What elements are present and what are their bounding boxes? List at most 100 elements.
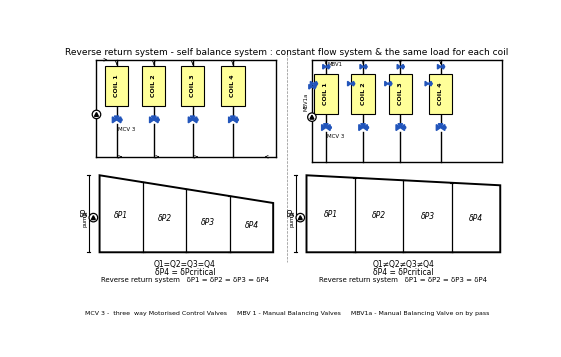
Polygon shape — [114, 116, 119, 120]
Polygon shape — [359, 125, 363, 131]
Polygon shape — [231, 116, 235, 120]
Polygon shape — [190, 116, 195, 120]
Text: COIL 2: COIL 2 — [361, 82, 366, 105]
Text: δP: δP — [287, 208, 296, 217]
Text: δP4 = δPcritical: δP4 = δPcritical — [154, 268, 215, 277]
Circle shape — [296, 213, 305, 222]
Polygon shape — [298, 216, 302, 220]
Text: COIL 2: COIL 2 — [151, 75, 157, 97]
Text: δP2: δP2 — [158, 215, 172, 223]
Text: δP4 = δPcritical: δP4 = δPcritical — [373, 268, 434, 277]
Polygon shape — [388, 81, 391, 86]
Bar — [351, 74, 375, 114]
Text: COIL 1: COIL 1 — [323, 82, 328, 105]
Polygon shape — [401, 64, 403, 69]
Circle shape — [390, 83, 392, 85]
Text: MCV 3: MCV 3 — [328, 134, 345, 139]
Polygon shape — [348, 81, 351, 86]
Bar — [314, 74, 338, 114]
Polygon shape — [229, 117, 233, 123]
Circle shape — [328, 66, 330, 67]
Polygon shape — [321, 125, 326, 131]
Polygon shape — [351, 81, 354, 86]
Polygon shape — [312, 84, 315, 89]
Polygon shape — [310, 81, 314, 86]
Polygon shape — [326, 125, 330, 131]
Circle shape — [329, 126, 332, 129]
Polygon shape — [425, 81, 428, 86]
Circle shape — [430, 83, 432, 85]
Text: Reverse return system - self balance system : constant flow system & the same lo: Reverse return system - self balance sys… — [66, 48, 509, 57]
Bar — [389, 74, 412, 114]
Polygon shape — [326, 64, 329, 69]
Text: COIL 3: COIL 3 — [398, 82, 403, 105]
Text: δP: δP — [80, 208, 89, 217]
Circle shape — [403, 126, 406, 129]
Polygon shape — [314, 81, 316, 86]
Polygon shape — [233, 117, 237, 123]
Circle shape — [316, 83, 318, 85]
Text: MBV1a: MBV1a — [304, 92, 308, 111]
Text: COIL 4: COIL 4 — [231, 75, 236, 97]
Text: Reverse return system   δP1 = δP2 = δP3 = δP4: Reverse return system δP1 = δP2 = δP3 = … — [319, 277, 488, 283]
Text: pump: pump — [289, 211, 295, 227]
Polygon shape — [361, 124, 365, 127]
Text: δP1: δP1 — [324, 210, 338, 219]
Text: δP4: δP4 — [469, 213, 483, 223]
Bar — [429, 74, 452, 114]
Polygon shape — [154, 117, 158, 123]
Text: Q1≠Q2≠Q3≠Q4: Q1≠Q2≠Q3≠Q4 — [373, 260, 434, 269]
Polygon shape — [310, 115, 314, 119]
Polygon shape — [306, 175, 500, 252]
Circle shape — [119, 119, 122, 121]
Text: COIL 1: COIL 1 — [114, 75, 119, 97]
Polygon shape — [99, 175, 273, 252]
Circle shape — [366, 126, 369, 129]
Polygon shape — [95, 112, 98, 116]
Bar — [181, 66, 204, 106]
Circle shape — [157, 119, 159, 121]
Polygon shape — [91, 216, 95, 220]
Text: Reverse return system   δP1 = δP2 = δP3 = δP4: Reverse return system δP1 = δP2 = δP3 = … — [101, 277, 269, 283]
Polygon shape — [117, 117, 121, 123]
Bar — [142, 66, 165, 106]
Polygon shape — [436, 125, 440, 131]
Polygon shape — [151, 116, 156, 120]
Polygon shape — [360, 64, 363, 69]
Circle shape — [444, 126, 446, 129]
Text: δP2: δP2 — [372, 211, 386, 220]
Polygon shape — [188, 117, 192, 123]
Circle shape — [92, 110, 101, 119]
Circle shape — [314, 86, 316, 88]
Polygon shape — [385, 81, 388, 86]
Polygon shape — [150, 117, 154, 123]
Polygon shape — [401, 125, 404, 131]
Circle shape — [307, 113, 316, 121]
Text: δP3: δP3 — [201, 218, 215, 227]
Text: COIL 4: COIL 4 — [438, 82, 443, 105]
Polygon shape — [309, 84, 312, 89]
Polygon shape — [438, 124, 443, 127]
Text: COIL 3: COIL 3 — [190, 75, 195, 97]
Bar — [105, 66, 128, 106]
Text: pump: pump — [82, 211, 88, 227]
Polygon shape — [323, 64, 326, 69]
Circle shape — [89, 213, 98, 222]
Polygon shape — [396, 125, 401, 131]
Polygon shape — [440, 125, 445, 131]
Polygon shape — [112, 117, 117, 123]
Text: Q1=Q2=Q3=Q4: Q1=Q2=Q3=Q4 — [154, 260, 216, 269]
Circle shape — [365, 66, 367, 67]
Circle shape — [196, 119, 198, 121]
Polygon shape — [438, 64, 440, 69]
Polygon shape — [428, 81, 431, 86]
Polygon shape — [440, 64, 444, 69]
Polygon shape — [192, 117, 197, 123]
Polygon shape — [397, 64, 401, 69]
Circle shape — [353, 83, 355, 85]
Text: δP4: δP4 — [245, 221, 259, 230]
Polygon shape — [398, 124, 403, 127]
Text: MCV 3 -  three  way Motorised Control Valves     MBV 1 - Manual Balancing Valves: MCV 3 - three way Motorised Control Valv… — [85, 311, 489, 316]
Bar — [221, 66, 245, 106]
Text: MBV1: MBV1 — [328, 62, 342, 67]
